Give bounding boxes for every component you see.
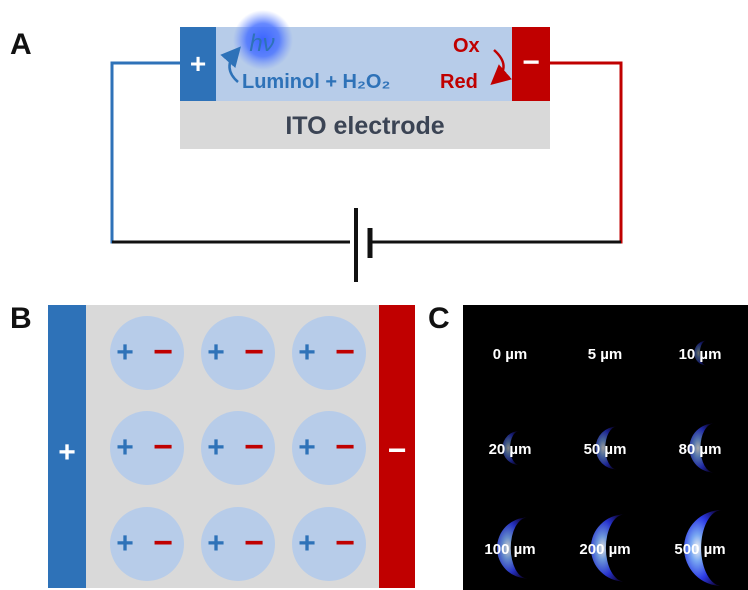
bipolar-electrode-minus: −: [153, 333, 173, 371]
panel-a-diagram: ITO electrode + − hν Luminol + H₂O₂ Ox R…: [110, 10, 623, 282]
panel-c-ecl-images: 0 µm 5 µm 10 µm 20 µm 50 µm 80 µm 100 µm 200 µm…: [463, 305, 748, 590]
ecl-emission-mark: [502, 431, 520, 465]
ecl-image-label: 20 µm: [489, 441, 532, 458]
ecl-emission-mark: [590, 514, 625, 582]
panel-a-letter: A: [10, 28, 32, 61]
bipolar-electrode-plus: +: [298, 527, 316, 560]
bipolar-electrode-disc: [292, 507, 366, 581]
bipolar-electrode-plus: +: [298, 336, 316, 369]
ecl-image-2: 5 µm: [588, 346, 623, 363]
ecl-image-label: 500 µm: [674, 541, 725, 558]
ecl-image-label: 0 µm: [493, 346, 528, 363]
bipolar-electrode-grid: + − + − + −+ − + − + −+ − + − + −: [110, 316, 366, 581]
ecl-image-grid: 0 µm 5 µm 10 µm 20 µm 50 µm 80 µm 100 µm 200 µm…: [484, 340, 726, 586]
bipolar-electrode-8: + −: [201, 507, 275, 581]
ecl-emission-mark: [497, 517, 528, 579]
panel-b-letter: B: [10, 302, 32, 335]
bipolar-electrode-plus: +: [116, 336, 134, 369]
ecl-emission-mark: [694, 340, 707, 366]
panel-b-diagram: + − + − + − + −+ − + − + −+ − + − + −: [48, 305, 415, 588]
bipolar-electrode-minus: −: [153, 524, 173, 562]
bipolar-electrode-plus: +: [207, 431, 225, 464]
ecl-image-1: 0 µm: [493, 346, 528, 363]
photon-label: hν: [249, 30, 274, 57]
bipolar-electrode-disc: [201, 507, 275, 581]
cathode-sign: −: [522, 46, 540, 79]
anode-sign: +: [190, 48, 206, 79]
ecl-image-7: 100 µm: [484, 517, 536, 579]
ecl-image-label: 10 µm: [679, 346, 722, 363]
bipolar-electrode-plus: +: [207, 527, 225, 560]
bipolar-electrode-minus: −: [335, 428, 355, 466]
bipolar-electrode-disc: [201, 411, 275, 485]
ecl-emission-mark: [595, 426, 618, 470]
ecl-image-label: 100 µm: [484, 541, 535, 558]
bipolar-electrode-disc: [110, 316, 184, 390]
bipolar-electrode-plus: +: [116, 527, 134, 560]
bipolar-electrode-disc: [110, 411, 184, 485]
ecl-image-label: 50 µm: [584, 441, 627, 458]
cathode-bar: [512, 27, 550, 101]
ecl-image-label: 200 µm: [579, 541, 630, 558]
bipolar-electrode-disc: [292, 411, 366, 485]
cathode-ox-label: Ox: [453, 35, 480, 57]
bipolar-electrode-minus: −: [335, 524, 355, 562]
bipolar-electrode-minus: −: [244, 333, 264, 371]
bipolar-electrode-disc: [292, 316, 366, 390]
bipolar-electrode-3: + −: [292, 316, 366, 390]
cathode-red-label: Red: [440, 71, 478, 93]
bipolar-electrode-9: + −: [292, 507, 366, 581]
bipolar-electrode-minus: −: [244, 428, 264, 466]
bipolar-electrode-minus: −: [153, 428, 173, 466]
bipolar-electrode-disc: [201, 316, 275, 390]
anode-reaction-label: Luminol + H₂O₂: [242, 71, 390, 93]
bipolar-electrode-plus: +: [298, 431, 316, 464]
ecl-image-4: 20 µm: [489, 431, 532, 465]
panel-b-cathode-sign: −: [388, 432, 407, 468]
ito-electrode-label: ITO electrode: [285, 112, 444, 140]
panel-b-anode-bar: [48, 305, 86, 588]
bipolar-electrode-7: + −: [110, 507, 184, 581]
bipolar-electrode-minus: −: [244, 524, 264, 562]
bipolar-electrode-disc: [110, 507, 184, 581]
ecl-image-8: 200 µm: [579, 514, 631, 582]
ecl-image-3: 10 µm: [679, 340, 722, 366]
panel-b-anode-sign: +: [58, 436, 76, 469]
anode-bar: [180, 27, 216, 101]
ecl-emission-mark: [689, 423, 714, 473]
ito-electrode: [180, 101, 550, 149]
bipolar-electrode-plus: +: [207, 336, 225, 369]
bipolar-electrode-4: + −: [110, 411, 184, 485]
ecl-image-6: 80 µm: [679, 423, 722, 473]
cathode-reaction-arrow: [490, 49, 512, 85]
bipolar-electrode-1: + −: [110, 316, 184, 390]
bipolar-electrode-plus: +: [116, 431, 134, 464]
ecl-image-9: 500 µm: [674, 510, 726, 586]
ecl-image-label: 80 µm: [679, 441, 722, 458]
bipolar-electrode-6: + −: [292, 411, 366, 485]
panel-c-letter: C: [428, 302, 450, 335]
anode-reaction-arrow: [220, 46, 241, 83]
ecl-image-5: 50 µm: [584, 426, 627, 470]
ecl-emission-mark: [684, 510, 722, 586]
ecl-image-label: 5 µm: [588, 346, 623, 363]
panel-b-cathode-bar: [379, 305, 415, 588]
bipolar-electrode-5: + −: [201, 411, 275, 485]
bipolar-electrode-2: + −: [201, 316, 275, 390]
bipolar-electrode-minus: −: [335, 333, 355, 371]
ecl-glow: [233, 10, 293, 70]
